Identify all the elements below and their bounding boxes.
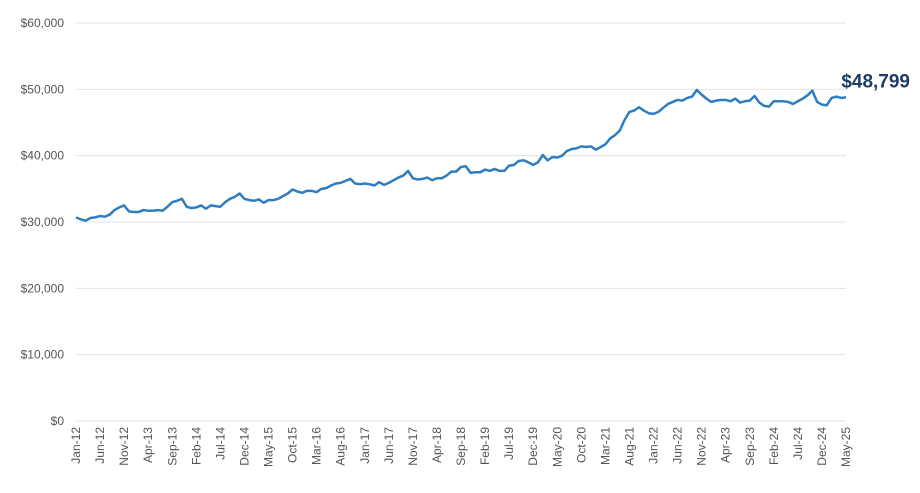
x-tick-label: Sep-23 bbox=[743, 427, 757, 466]
x-tick-label: Sep-13 bbox=[165, 427, 179, 466]
x-tick-label: Aug-21 bbox=[622, 427, 636, 466]
x-tick-label: Dec-19 bbox=[526, 427, 540, 466]
x-tick-label: Jun-12 bbox=[93, 427, 107, 464]
x-tick-label: Mar-16 bbox=[310, 427, 324, 465]
value-label: $48,799 bbox=[841, 71, 910, 92]
x-tick-label: Dec-24 bbox=[815, 427, 829, 466]
x-tick-label: Jul-24 bbox=[791, 427, 805, 460]
x-tick-label: Feb-19 bbox=[478, 427, 492, 465]
x-tick-label: May-15 bbox=[262, 427, 276, 467]
x-tick-label: Sep-18 bbox=[454, 427, 468, 466]
x-tick-label: May-20 bbox=[550, 427, 564, 467]
line bbox=[75, 88, 847, 222]
x-tick-label: Jun-17 bbox=[382, 427, 396, 464]
x-tick-label: Nov-17 bbox=[406, 427, 420, 466]
y-tick-label: $60,000 bbox=[21, 16, 65, 30]
x-tick-label: Jul-14 bbox=[213, 427, 227, 460]
x-tick-label: Apr-13 bbox=[141, 427, 155, 463]
x-tick-label: Nov-12 bbox=[117, 427, 131, 466]
x-tick-label: Mar-21 bbox=[598, 427, 612, 465]
y-tick-label: $50,000 bbox=[21, 82, 65, 96]
x-tick-label: Jan-22 bbox=[647, 427, 661, 464]
x-tick-label: Dec-14 bbox=[237, 427, 251, 466]
x-tick-label: Jun-22 bbox=[671, 427, 685, 464]
y-tick-label: $0 bbox=[51, 414, 65, 428]
y-tick-label: $40,000 bbox=[21, 149, 65, 163]
x-tick-label: Jul-19 bbox=[502, 427, 516, 460]
x-tick-label: Oct-15 bbox=[286, 427, 300, 463]
x-tick-label: Aug-16 bbox=[334, 427, 348, 466]
x-tick-label: Feb-24 bbox=[767, 427, 781, 465]
x-tick-label: Oct-20 bbox=[574, 427, 588, 463]
x-tick-label: Apr-23 bbox=[719, 427, 733, 463]
x-tick-label: Nov-22 bbox=[695, 427, 709, 466]
y-tick-label: $10,000 bbox=[21, 348, 65, 362]
x-tick-label: Feb-14 bbox=[189, 427, 203, 465]
x-tick-label: Apr-18 bbox=[430, 427, 444, 463]
x-tick-label: Jan-12 bbox=[69, 427, 83, 464]
y-tick-label: $20,000 bbox=[21, 281, 65, 295]
y-tick-label: $30,000 bbox=[21, 215, 65, 229]
x-tick-label: Jan-17 bbox=[358, 427, 372, 464]
x-tick-label: May-25 bbox=[839, 427, 853, 467]
